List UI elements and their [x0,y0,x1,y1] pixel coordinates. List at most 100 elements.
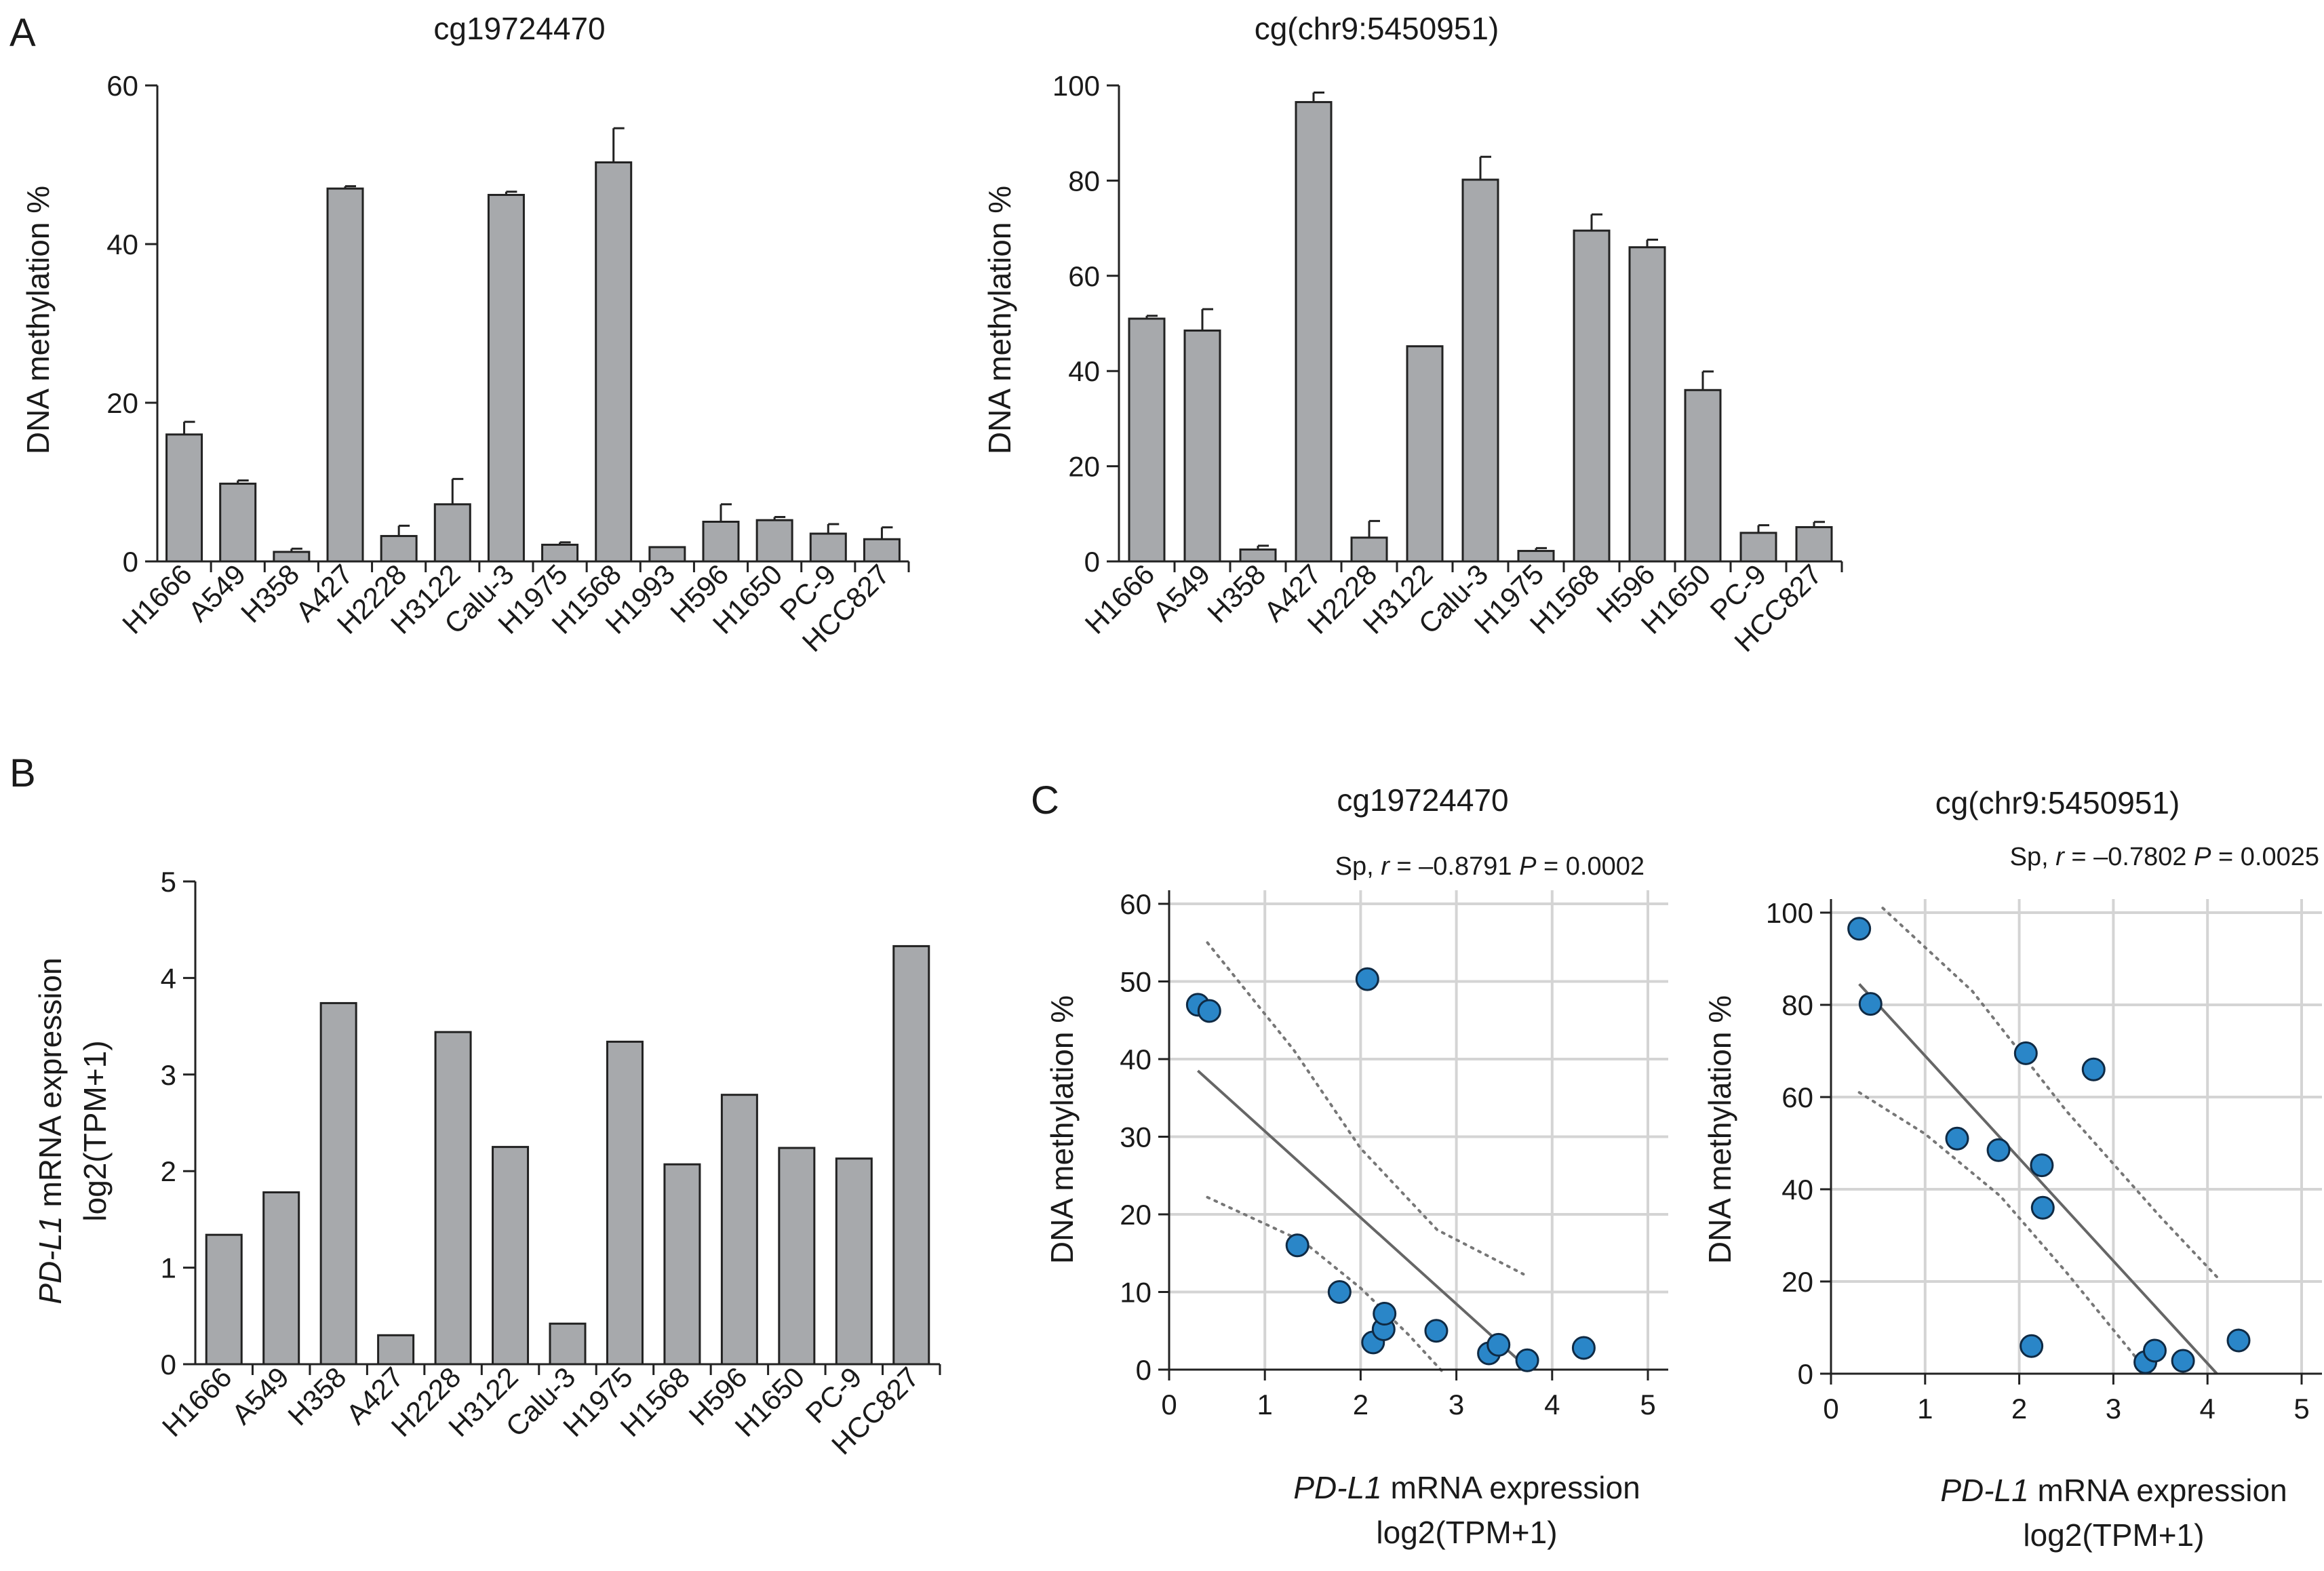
chart-c2-x-tick-label: 1 [1917,1393,1933,1425]
chart-a2-errorbar-h358 [1257,544,1269,550]
chart-b-bar-h1975 [606,1040,644,1366]
chart-c1-point [1486,1332,1511,1357]
chart-b-category-labels: H1666A549H358A427H2228H3122Calu-3H1975H1… [156,1361,925,1460]
chart-b-bar-calu-3 [549,1322,587,1366]
chart-b-category-label: A549 [225,1361,295,1431]
chart-c2-stat-r-label: r [2055,843,2065,871]
panel-letter-c: C [1031,778,1059,822]
chart-c2-x-tick-label: 0 [1823,1393,1838,1425]
chart-c1-y-tick-label: 0 [1136,1354,1151,1386]
chart-a2-errorbar-h596 [1646,238,1658,247]
chart-c2-x-tick-label: 3 [2106,1393,2121,1425]
chart-a2-errorbar-h1650 [1701,370,1714,391]
chart-c1-xlabel-italic: PD-L1 [1293,1470,1381,1505]
chart-c2-ylabel: DNA methylation % [1702,995,1737,1264]
chart-b-y-tick-label: 3 [161,1059,176,1091]
chart-c1-point [1515,1348,1539,1372]
chart-a2-errorbar-a427 [1312,92,1324,102]
chart-a2-y-tick-label: 60 [1068,260,1100,292]
chart-a1-y-tick-label: 40 [106,228,138,260]
chart-c1-x-tick-label: 1 [1257,1389,1273,1420]
chart-a2-y-tick-label: 100 [1052,70,1100,102]
chart-b-bar-h358 [319,1001,357,1366]
chart-c2-axes: 0 20 40 60 80 100 0 1 2 3 4 5 [1766,897,2322,1425]
chart-c1-x-tick-label: 0 [1161,1389,1177,1420]
chart-c2-point [2030,1153,2054,1178]
chart-c2-xlabel-line2: log2(TPM+1) [2023,1517,2204,1553]
chart-a1-errorbar-pc-9 [827,523,840,534]
chart-a1-bar-h596 [702,521,740,563]
chart-a2-bar-h596 [1628,246,1666,563]
chart-c1-scatter-cg19724470: cg19724470 Sp, r = –0.8791 P = 0.0002 DN… [1044,782,1668,1550]
chart-c1-points [1185,967,1596,1372]
chart-c1-x-tick-label: 2 [1353,1389,1368,1420]
chart-a2-errorbar-h1975 [1535,546,1547,551]
chart-c1-stat-prefix: Sp, [1335,852,1381,881]
chart-c2-y-tick-label: 20 [1781,1266,1813,1298]
chart-c2-y-tick-label: 0 [1798,1358,1813,1390]
chart-a1-errorbar-h2228 [397,524,410,536]
chart-a2-ylabel: DNA methylation % [982,186,1017,454]
chart-c1-y-tick-label: 60 [1120,888,1151,920]
chart-a2-bars [1128,92,1833,563]
chart-b-y-tick-label: 5 [161,866,176,898]
chart-c2-fit-line [1858,983,2218,1375]
chart-a2-errorbar-pc-9 [1757,524,1769,533]
chart-a1-errorbar-h1666 [183,420,195,435]
chart-a2-bar-h3122 [1406,345,1444,563]
chart-a1-errorbar-h596 [720,503,732,522]
chart-c2-point [2171,1349,2195,1373]
chart-b-bar-h1568 [663,1163,701,1366]
chart-b-bar-h2228 [434,1031,472,1366]
chart-c1-point [1355,967,1379,991]
chart-b-category-label: H358 [281,1361,352,1431]
chart-c2-stat-prefix: Sp, [2010,843,2056,871]
chart-a2-bar-h1650 [1684,389,1722,563]
chart-a1-bars [165,127,901,563]
chart-a2-bar-a427 [1295,101,1333,563]
chart-c2-point [2013,1041,2038,1065]
chart-a1-cg19724470: cg19724470 DNA methylation % 0 20 40 60 H16… [20,11,910,658]
chart-a2-category-label: H358 [1201,558,1272,629]
chart-c2-xlabel-italic: PD-L1 [1940,1473,2028,1508]
chart-b-ylabel-rest: mRNA expression [33,957,68,1216]
chart-c2-ci-upper [1881,907,2219,1279]
chart-c2-x-tick-label: 4 [2200,1393,2215,1425]
chart-b-bars [205,944,930,1366]
chart-c1-x-tick-label: 4 [1544,1389,1560,1420]
chart-a2-errorbar-calu-3 [1479,155,1491,180]
chart-a1-errorbar-h1568 [612,127,625,163]
chart-a2-category-label: A549 [1147,558,1217,628]
chart-c1-grid [1169,890,1668,1370]
chart-c2-scatter-cg-chr9: cg(chr9:5450951) Sp, r = –0.7802 P = 0.0… [1702,785,2322,1553]
chart-b-bar-h1650 [778,1147,816,1366]
chart-c2-y-tick-label: 40 [1781,1174,1813,1206]
chart-c1-point [1571,1336,1596,1360]
chart-a1-bar-pc-9 [809,532,847,563]
chart-a1-errorbar-h358 [290,547,302,552]
chart-a2-bar-calu-3 [1461,178,1499,563]
chart-c1-stat-p-label: P [1519,852,1537,881]
chart-a1-title: cg19724470 [433,11,605,46]
chart-a1-y-tick-label: 20 [106,387,138,419]
chart-c2-stat-p-label: P [2194,843,2211,871]
chart-c2-point [1847,917,1872,941]
chart-c1-stat-p-value: = 0.0002 [1536,852,1644,881]
chart-a2-bar-h2228 [1350,536,1388,563]
chart-a1-bar-h3122 [433,503,471,563]
chart-b-y-tick-label: 2 [161,1155,176,1187]
chart-b-y-tick-label: 1 [161,1252,176,1284]
chart-a2-title: cg(chr9:5450951) [1255,11,1499,46]
chart-a2-category-labels: H1666A549H358A427H2228H3122Calu-3H1975H1… [1079,558,1828,658]
panel-letter-b: B [9,751,36,795]
chart-b-y-tick-label: 4 [161,962,176,994]
chart-a2-bar-hcc827 [1795,525,1833,563]
chart-a1-bar-h1650 [755,519,793,563]
chart-a2-bar-a549 [1183,330,1221,563]
chart-b-y-tick-label: 0 [161,1349,176,1380]
chart-a2-cg-chr9: cg(chr9:5450951) DNA methylation % 0 20 40… [982,11,1843,658]
chart-c2-point [1986,1138,2011,1162]
chart-b-bar-hcc827 [892,944,930,1366]
chart-b-bar-h596 [720,1094,758,1366]
